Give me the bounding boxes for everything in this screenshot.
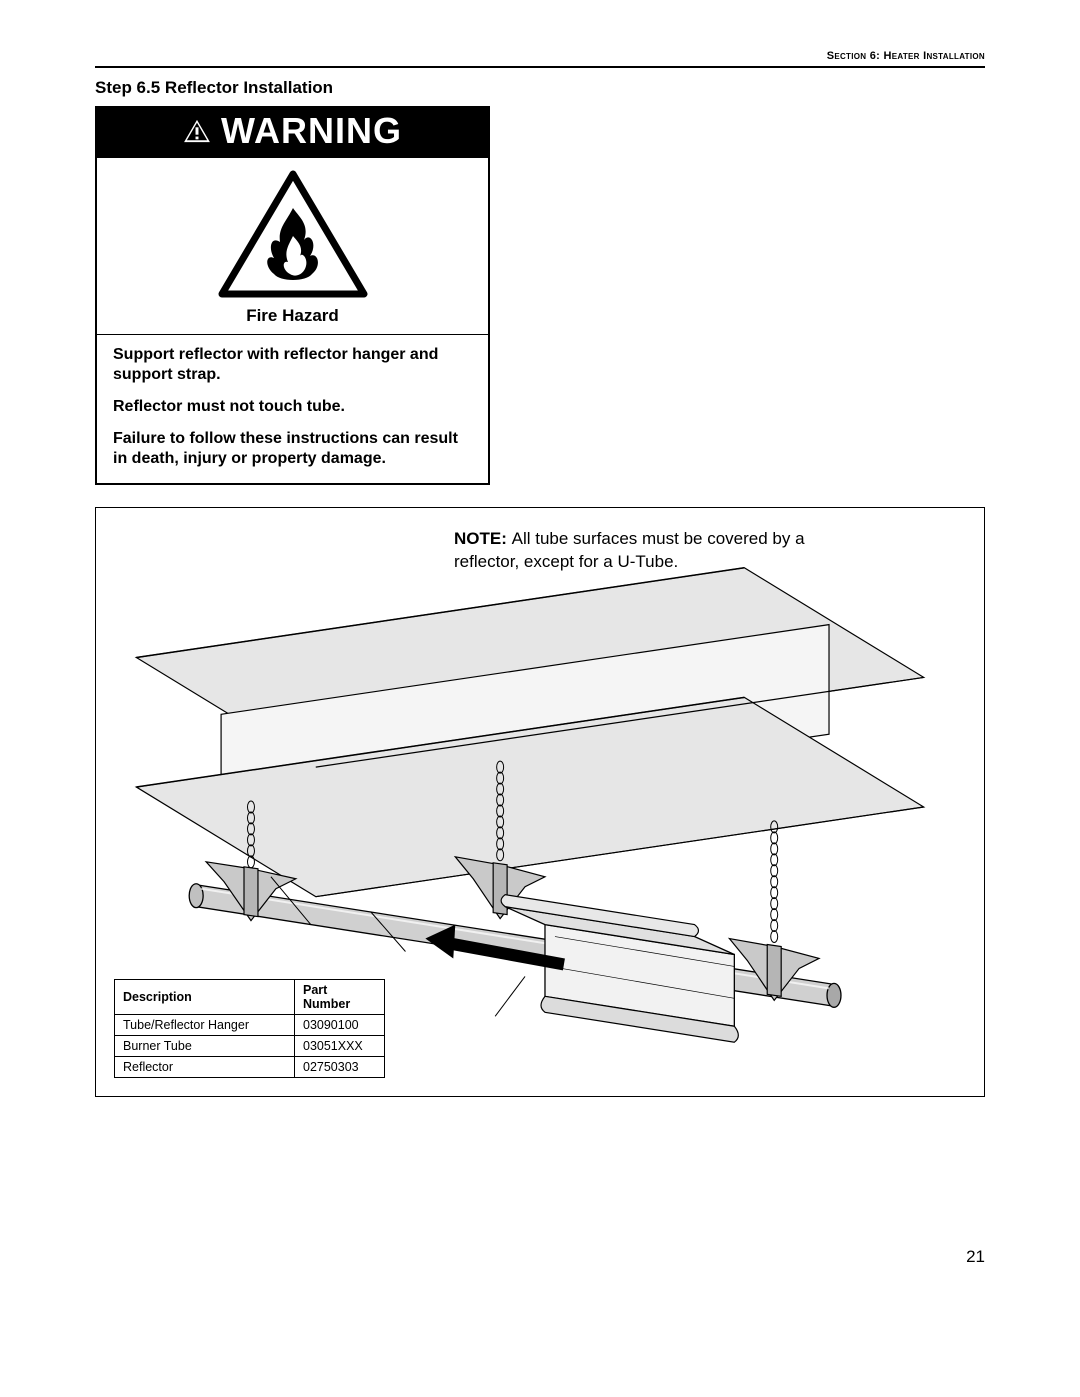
- warning-body: Support reflector with reflector hanger …: [97, 334, 488, 483]
- hazard-title: Fire Hazard: [97, 306, 488, 334]
- cell-desc: Tube/Reflector Hanger: [115, 1015, 295, 1036]
- cell-desc: Reflector: [115, 1057, 295, 1078]
- section-header: Section 6: Heater Installation: [95, 50, 985, 62]
- cell-pn: 02750303: [295, 1057, 385, 1078]
- diagram-box: NOTE: All tube surfaces must be covered …: [95, 507, 985, 1097]
- table-row: Burner Tube 03051XXX: [115, 1036, 385, 1057]
- warning-p3: Failure to follow these instructions can…: [113, 429, 472, 469]
- table-row: Reflector 02750303: [115, 1057, 385, 1078]
- warning-p2: Reflector must not touch tube.: [113, 397, 472, 417]
- warning-header-text: WARNING: [221, 110, 402, 152]
- table-row: Tube/Reflector Hanger 03090100: [115, 1015, 385, 1036]
- reflector: [501, 895, 738, 1042]
- leader-reflector: [495, 976, 525, 1016]
- cell-desc: Burner Tube: [115, 1036, 295, 1057]
- chain-right: [771, 821, 778, 943]
- header-rule: [95, 66, 985, 68]
- tube-end-right: [827, 983, 841, 1007]
- cell-pn: 03051XXX: [295, 1036, 385, 1057]
- warning-header: WARNING: [97, 108, 488, 158]
- cell-pn: 03090100: [295, 1015, 385, 1036]
- section-label: Section 6:: [827, 50, 884, 62]
- col-description: Description: [115, 980, 295, 1015]
- warning-p1: Support reflector with reflector hanger …: [113, 345, 472, 385]
- fire-icon-wrap: [97, 158, 488, 306]
- warning-box: WARNING Fire Hazard Support reflector wi…: [95, 106, 490, 485]
- warning-triangle-icon: [183, 119, 211, 143]
- col-part-number: Part Number: [295, 980, 385, 1015]
- step-title: Step 6.5 Reflector Installation: [95, 78, 985, 98]
- fire-hazard-icon: [218, 170, 368, 300]
- parts-table: Description Part Number Tube/Reflector H…: [114, 979, 385, 1078]
- tube-end-left: [189, 884, 203, 908]
- section-title: Heater Installation: [883, 50, 985, 62]
- page-number: 21: [966, 1247, 985, 1267]
